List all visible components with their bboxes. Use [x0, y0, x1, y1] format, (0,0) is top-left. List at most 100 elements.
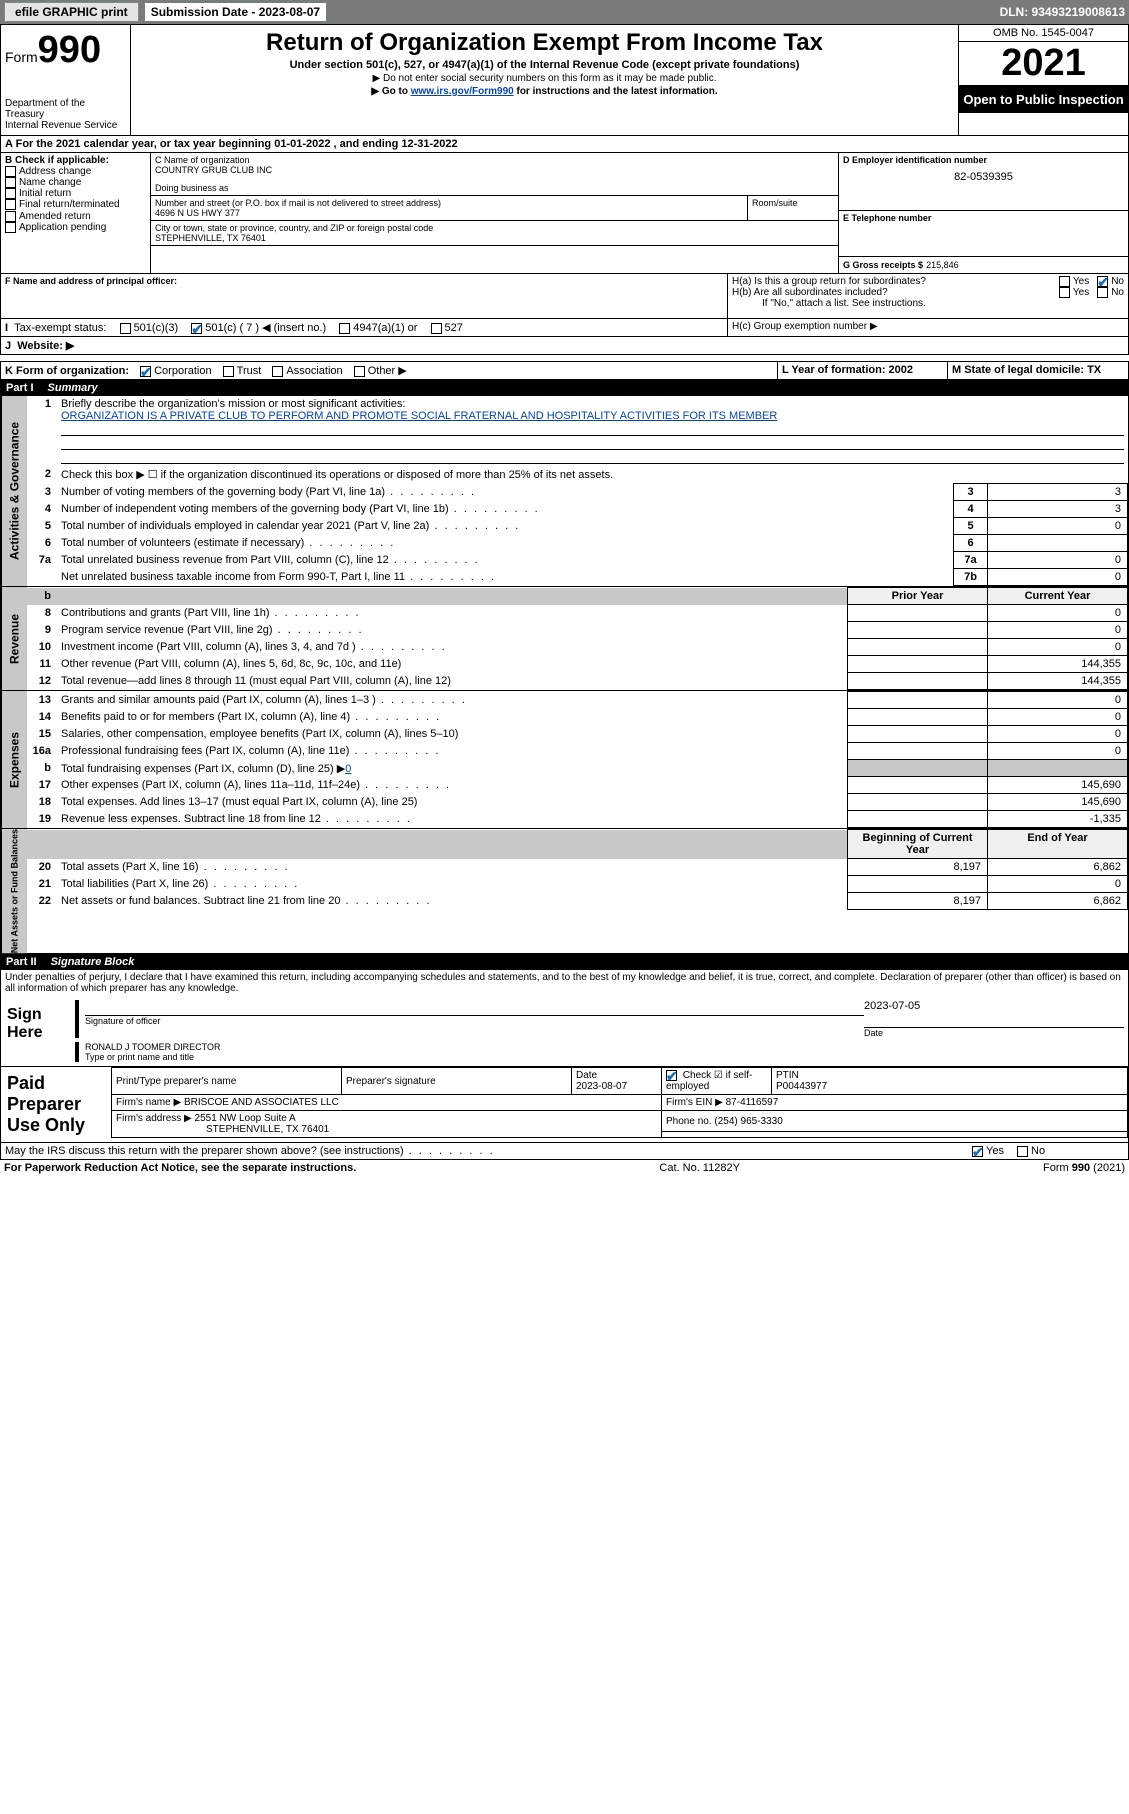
footer-mid: Cat. No. 11282Y	[659, 1162, 740, 1174]
e17c: 145,690	[988, 777, 1128, 794]
e19: Revenue less expenses. Subtract line 18 …	[57, 811, 848, 828]
chk-corp[interactable]	[140, 366, 151, 377]
e16b-val[interactable]: 0	[345, 763, 351, 775]
form-number: Form990	[5, 29, 126, 72]
q6v	[988, 535, 1128, 552]
r9: Program service revenue (Part VIII, line…	[57, 622, 848, 639]
e14: Benefits paid to or for members (Part IX…	[57, 709, 848, 726]
firm-ein-label: Firm's EIN ▶	[666, 1097, 723, 1108]
box-b-label: B Check if applicable:	[5, 155, 146, 166]
chk-address-change[interactable]	[5, 166, 16, 177]
firm-addr1: 2551 NW Loop Suite A	[195, 1113, 296, 1124]
side-expenses: Expenses	[1, 691, 27, 828]
tax-status-label: Tax-exempt status:	[14, 322, 106, 334]
hb-label: H(b) Are all subordinates included?	[732, 287, 1059, 298]
chk-app-pending[interactable]	[5, 222, 16, 233]
efile-button[interactable]: efile GRAPHIC print	[4, 2, 139, 22]
preparer-block: Paid Preparer Use Only Print/Type prepar…	[0, 1067, 1129, 1143]
firm-name: BRISCOE AND ASSOCIATES LLC	[184, 1097, 339, 1108]
side-net: Net Assets or Fund Balances	[1, 829, 27, 953]
line-a-text: For the 2021 calendar year, or tax year …	[16, 138, 458, 150]
chk-501c3[interactable]	[120, 323, 131, 334]
ha-label: H(a) Is this a group return for subordin…	[732, 276, 1059, 287]
omb-number: OMB No. 1545-0047	[959, 25, 1128, 42]
prep-h2: Preparer's signature	[342, 1068, 572, 1095]
ein-val: 82-0539395	[843, 171, 1124, 183]
hdr-current: Current Year	[988, 588, 1128, 605]
q3: Number of voting members of the governin…	[57, 484, 954, 501]
e19c: -1,335	[988, 811, 1128, 828]
org-name: COUNTRY GRUB CLUB INC	[155, 165, 834, 175]
e15: Salaries, other compensation, employee b…	[57, 726, 848, 743]
hb-note: If "No," attach a list. See instructions…	[732, 298, 1124, 309]
org-name-label: C Name of organization	[155, 155, 834, 165]
chk-may-no[interactable]	[1017, 1146, 1028, 1157]
form-header: Form990 Department of the Treasury Inter…	[0, 24, 1129, 136]
irs-link[interactable]: www.irs.gov/Form990	[411, 86, 514, 97]
street-label: Number and street (or P.O. box if mail i…	[155, 198, 743, 208]
chk-ha-yes[interactable]	[1059, 276, 1070, 287]
part2-bar: Part II Signature Block	[0, 954, 1129, 970]
prep-h3: Date	[576, 1070, 597, 1081]
line-i: I Tax-exempt status: 501(c)(3) 501(c) ( …	[0, 318, 1129, 336]
year-formation: L Year of formation: 2002	[782, 364, 913, 376]
chk-assoc[interactable]	[272, 366, 283, 377]
side-revenue: Revenue	[1, 587, 27, 690]
footer-right: Form 990 (2021)	[1043, 1162, 1125, 1174]
city-label: City or town, state or province, country…	[155, 223, 834, 233]
n21b	[848, 876, 988, 893]
block-netassets: Net Assets or Fund Balances Beginning of…	[0, 828, 1129, 954]
chk-527[interactable]	[431, 323, 442, 334]
section-bcdeg: B Check if applicable: Address change Na…	[0, 153, 1129, 273]
dba-label: Doing business as	[155, 183, 834, 193]
e13c: 0	[988, 692, 1128, 709]
q1-text[interactable]: ORGANIZATION IS A PRIVATE CLUB TO PERFOR…	[61, 410, 777, 422]
hdr-end: End of Year	[988, 830, 1128, 859]
block-expenses: Expenses 13Grants and similar amounts pa…	[0, 690, 1129, 828]
part1-label: Part I	[6, 382, 42, 394]
box-c: C Name of organization COUNTRY GRUB CLUB…	[151, 153, 838, 273]
sig-name-cap: Type or print name and title	[85, 1052, 1124, 1062]
gross-val: 215,846	[926, 260, 959, 270]
r10: Investment income (Part VIII, column (A)…	[57, 639, 848, 656]
sig-officer-cap: Signature of officer	[85, 1016, 864, 1026]
submission-date: Submission Date - 2023-08-07	[145, 3, 326, 21]
sign-label: Sign Here	[1, 996, 71, 1066]
r8: Contributions and grants (Part VIII, lin…	[57, 605, 848, 622]
q5: Total number of individuals employed in …	[57, 518, 954, 535]
prep-date: 2023-08-07	[576, 1081, 627, 1092]
chk-amended[interactable]	[5, 211, 16, 222]
chk-trust[interactable]	[223, 366, 234, 377]
block-activities: Activities & Governance 1 Briefly descri…	[0, 396, 1129, 586]
r11c: 144,355	[988, 656, 1128, 673]
section-fh: F Name and address of principal officer:…	[0, 273, 1129, 318]
chk-initial-return[interactable]	[5, 188, 16, 199]
chk-501c[interactable]	[191, 323, 202, 334]
chk-other[interactable]	[354, 366, 365, 377]
may-text: May the IRS discuss this return with the…	[5, 1145, 495, 1157]
chk-hb-no[interactable]	[1097, 287, 1108, 298]
n20b: 8,197	[848, 859, 988, 876]
e16b-label: Total fundraising expenses (Part IX, col…	[61, 763, 345, 775]
q7av: 0	[988, 552, 1128, 569]
chk-name-change[interactable]	[5, 177, 16, 188]
r12: Total revenue—add lines 8 through 11 (mu…	[57, 673, 848, 690]
part2-title: Signature Block	[51, 956, 135, 968]
may-discuss: May the IRS discuss this return with the…	[0, 1143, 1129, 1160]
hdr-prior: Prior Year	[848, 588, 988, 605]
chk-final-return[interactable]	[5, 199, 16, 210]
chk-self-employed[interactable]	[666, 1070, 677, 1081]
chk-4947[interactable]	[339, 323, 350, 334]
sign-block: Sign Here Signature of officer 2023-07-0…	[0, 996, 1129, 1067]
phone-label: E Telephone number	[843, 213, 1124, 223]
q7bv: 0	[988, 569, 1128, 586]
page-footer: For Paperwork Reduction Act Notice, see …	[0, 1160, 1129, 1176]
form-title: Return of Organization Exempt From Incom…	[137, 29, 952, 57]
q2: Check this box ▶ ☐ if the organization d…	[57, 466, 1128, 484]
part1-bar: Part I Summary	[0, 380, 1129, 396]
dln: DLN: 93493219008613	[1000, 5, 1125, 19]
n22b: 8,197	[848, 893, 988, 910]
chk-hb-yes[interactable]	[1059, 287, 1070, 298]
chk-may-yes[interactable]	[972, 1146, 983, 1157]
chk-ha-no[interactable]	[1097, 276, 1108, 287]
